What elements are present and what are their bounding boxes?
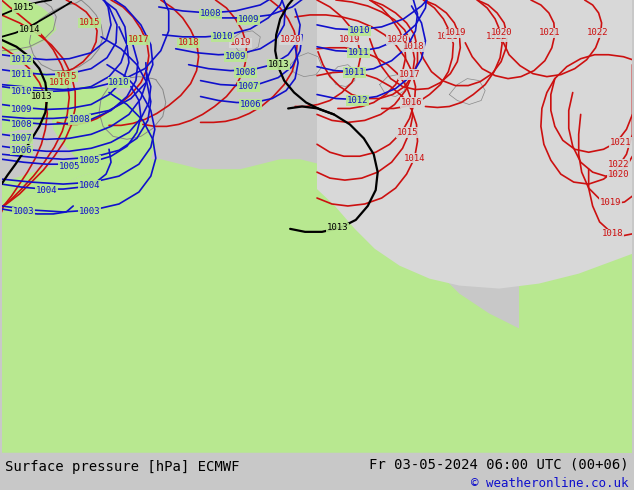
Text: 1010: 1010 [212, 32, 233, 41]
Text: 1012: 1012 [11, 55, 32, 64]
Text: 1022: 1022 [608, 160, 630, 169]
Text: 1006: 1006 [240, 100, 261, 109]
Text: 1004: 1004 [36, 186, 57, 195]
Text: 1020: 1020 [491, 28, 513, 37]
Polygon shape [1, 159, 633, 453]
Text: 1019: 1019 [339, 35, 361, 44]
Text: 1016: 1016 [401, 98, 422, 107]
Text: 1009: 1009 [238, 15, 259, 24]
Text: 1011: 1011 [344, 68, 366, 77]
Text: 1018: 1018 [178, 38, 199, 48]
Text: 1021: 1021 [610, 138, 631, 147]
Text: 1013: 1013 [268, 60, 289, 69]
Text: 1009: 1009 [224, 52, 246, 61]
Text: 1004: 1004 [79, 181, 100, 190]
Text: 1017: 1017 [128, 35, 150, 44]
Text: 1008: 1008 [200, 9, 221, 19]
Text: © weatheronline.co.uk: © weatheronline.co.uk [472, 477, 629, 490]
Text: 1019: 1019 [230, 38, 251, 48]
Text: 1003: 1003 [13, 207, 34, 217]
Text: 1021: 1021 [437, 32, 458, 41]
Text: 1020: 1020 [280, 35, 301, 44]
Text: 1019: 1019 [444, 28, 466, 37]
Text: 1010: 1010 [108, 78, 130, 87]
Text: Surface pressure [hPa] ECMWF: Surface pressure [hPa] ECMWF [5, 460, 240, 474]
Text: 1016: 1016 [49, 78, 70, 87]
Text: 1011: 1011 [11, 70, 32, 79]
Text: 1022: 1022 [486, 32, 507, 41]
Polygon shape [1, 85, 156, 206]
Text: 1017: 1017 [399, 70, 420, 79]
Text: 1006: 1006 [11, 146, 32, 155]
Polygon shape [519, 0, 633, 453]
Text: 1018: 1018 [403, 42, 424, 51]
Text: Fr 03-05-2024 06:00 UTC (00+06): Fr 03-05-2024 06:00 UTC (00+06) [369, 458, 629, 472]
Text: 1013: 1013 [30, 92, 52, 101]
Text: 1019: 1019 [600, 197, 621, 206]
Polygon shape [317, 0, 633, 289]
Text: 1020: 1020 [608, 170, 630, 179]
Text: 1008: 1008 [235, 68, 256, 77]
Text: 1014: 1014 [18, 25, 40, 34]
Text: 1007: 1007 [238, 82, 259, 91]
Polygon shape [1, 70, 69, 134]
Text: 1010: 1010 [349, 26, 370, 35]
Text: 1018: 1018 [602, 229, 623, 238]
Text: 1014: 1014 [404, 154, 425, 163]
Text: 1022: 1022 [587, 28, 609, 37]
Polygon shape [1, 0, 56, 55]
Text: 1010: 1010 [11, 87, 32, 96]
Text: 1014: 1014 [29, 92, 50, 101]
Text: 1013: 1013 [327, 223, 349, 232]
Text: 1015: 1015 [56, 72, 77, 81]
Text: 1005: 1005 [58, 162, 80, 171]
Text: 1003: 1003 [79, 207, 100, 217]
Text: 1015: 1015 [79, 19, 100, 27]
Text: 1015: 1015 [13, 3, 34, 12]
Text: 1015: 1015 [397, 128, 418, 137]
Text: 1007: 1007 [11, 134, 32, 143]
Text: 1009: 1009 [11, 105, 32, 114]
Text: 1008: 1008 [68, 115, 90, 124]
Text: 1020: 1020 [387, 35, 408, 44]
Text: 1021: 1021 [539, 28, 560, 37]
Text: 1008: 1008 [11, 120, 32, 129]
Text: 1005: 1005 [79, 156, 100, 165]
Text: 1012: 1012 [347, 96, 368, 105]
Text: 1011: 1011 [348, 48, 370, 57]
